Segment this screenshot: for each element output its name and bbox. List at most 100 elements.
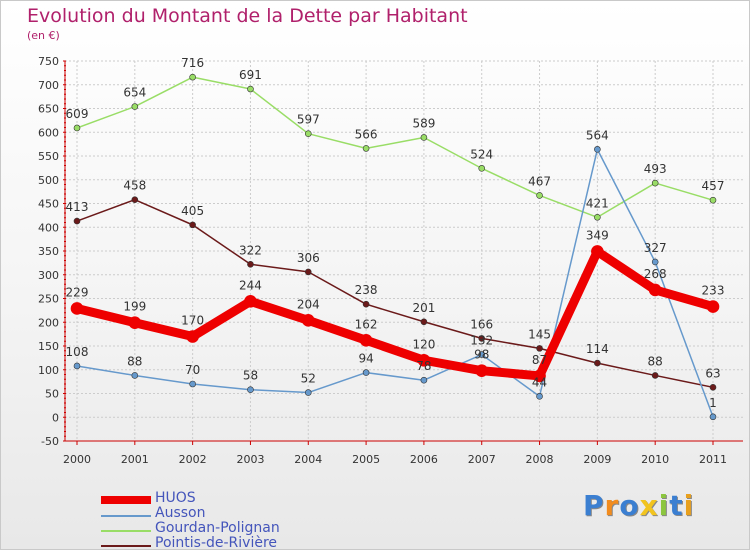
data-point-ausson	[189, 380, 196, 388]
x-tick-label: 2001	[121, 453, 149, 466]
y-tick-label: 650	[38, 103, 59, 116]
data-point-pointis-de-rivi-re	[594, 359, 601, 367]
y-tick-label: 450	[38, 198, 59, 211]
data-label-ausson: 1	[709, 396, 717, 410]
data-label-huos: 268	[644, 267, 667, 281]
y-tick-label: -50	[41, 435, 59, 448]
data-point-ausson	[536, 393, 543, 400]
data-point-pointis-de-rivi-re	[304, 268, 312, 276]
data-label-gourdan-polignan: 589	[412, 116, 435, 130]
x-tick-label: 2006	[410, 453, 438, 466]
data-point-gourdan-polignan	[594, 213, 601, 221]
data-label-pointis-de-rivi-re: 405	[181, 204, 204, 218]
data-label-huos: 87	[532, 353, 547, 367]
y-tick-label: 0	[52, 411, 59, 424]
chart-subtitle: (en €)	[27, 29, 60, 42]
legend-label-pointis-de-riviere: Pointis-de-Rivière	[155, 535, 278, 551]
chart-title: Evolution du Montant de la Dette par Hab…	[27, 5, 468, 27]
data-label-pointis-de-rivi-re: 201	[412, 301, 435, 315]
data-point-ausson	[362, 369, 370, 376]
logo-letter: x	[639, 489, 659, 522]
data-point-huos	[301, 314, 315, 327]
data-label-gourdan-polignan: 691	[239, 68, 262, 82]
data-label-ausson: 88	[127, 354, 142, 368]
data-label-huos: 98	[474, 348, 489, 362]
x-tick-label: 2010	[641, 453, 669, 466]
series-line-pointis-de-rivi-re	[76, 198, 714, 389]
data-point-gourdan-polignan	[709, 196, 717, 204]
data-point-ausson	[131, 372, 139, 379]
data-point-gourdan-polignan	[131, 103, 139, 110]
logo-letter: t	[669, 489, 684, 522]
data-label-pointis-de-rivi-re: 114	[586, 342, 609, 356]
data-label-huos: 162	[355, 317, 378, 331]
data-point-gourdan-polignan	[189, 73, 196, 81]
data-label-gourdan-polignan: 467	[528, 174, 551, 188]
data-point-ausson	[304, 389, 312, 396]
data-label-pointis-de-rivi-re: 63	[705, 366, 720, 380]
data-point-huos	[648, 283, 662, 297]
data-label-ausson: 108	[66, 345, 89, 359]
series-line-ausson	[76, 148, 714, 418]
legend-swatch-pointis-de-riviere	[101, 545, 151, 547]
data-label-ausson: 327	[644, 241, 667, 255]
legend-swatch-ausson	[101, 515, 151, 517]
y-tick-label: 200	[38, 316, 59, 329]
data-point-huos	[359, 333, 373, 347]
data-point-gourdan-polignan	[362, 145, 370, 152]
data-label-huos: 229	[66, 285, 89, 299]
data-label-huos: 244	[239, 278, 262, 292]
data-point-pointis-de-rivi-re	[189, 221, 196, 229]
y-tick-label: 350	[38, 245, 59, 258]
y-tick-label: 300	[38, 269, 59, 282]
x-tick-label: 2005	[352, 453, 380, 466]
data-point-huos	[533, 369, 546, 383]
legend-label-gourdan-polignan: Gourdan-Polignan	[155, 520, 280, 536]
data-label-gourdan-polignan: 654	[123, 86, 146, 100]
data-label-gourdan-polignan: 716	[181, 56, 204, 70]
y-tick-label: 50	[45, 388, 59, 401]
data-label-gourdan-polignan: 493	[644, 162, 667, 176]
data-label-pointis-de-rivi-re: 166	[470, 317, 493, 331]
logo-letter: r	[604, 489, 620, 522]
data-label-gourdan-polignan: 524	[470, 147, 493, 161]
legend-label-huos: HUOS	[155, 490, 196, 506]
data-label-pointis-de-rivi-re: 238	[355, 283, 378, 297]
data-point-huos	[417, 353, 431, 367]
y-tick-label: 600	[38, 126, 59, 139]
logo-letter: o	[619, 489, 640, 522]
proxiti-logo: Proxiti	[583, 489, 694, 522]
y-tick-label: 150	[38, 340, 59, 353]
x-tick-label: 2007	[468, 453, 496, 466]
y-tick-label: 100	[38, 364, 59, 377]
data-point-huos	[128, 316, 142, 330]
data-point-pointis-de-rivi-re	[536, 345, 543, 352]
data-label-ausson: 58	[243, 369, 258, 383]
data-point-pointis-de-rivi-re	[478, 335, 486, 342]
data-label-huos: 120	[412, 337, 435, 351]
data-label-pointis-de-rivi-re: 413	[66, 200, 89, 214]
x-tick-label: 2008	[526, 453, 554, 466]
x-tick-label: 2004	[294, 453, 322, 466]
logo-letter: i	[683, 489, 695, 522]
data-point-gourdan-polignan	[420, 134, 428, 141]
legend-swatch-gourdan-polignan	[101, 530, 151, 532]
data-point-gourdan-polignan	[651, 179, 659, 187]
data-label-ausson: 132	[470, 334, 493, 348]
x-tick-label: 2003	[236, 453, 264, 466]
data-point-ausson	[651, 258, 659, 266]
data-point-ausson	[420, 376, 428, 384]
y-tick-label: 250	[38, 293, 59, 306]
data-label-pointis-de-rivi-re: 322	[239, 243, 262, 257]
data-point-pointis-de-rivi-re	[651, 372, 659, 379]
data-label-pointis-de-rivi-re: 306	[297, 251, 320, 265]
data-point-gourdan-polignan	[478, 165, 486, 172]
logo-letter: P	[583, 489, 605, 522]
y-tick-label: 500	[38, 174, 59, 187]
series-line-huos	[72, 246, 718, 381]
data-label-ausson: 52	[301, 372, 316, 386]
data-label-gourdan-polignan: 421	[586, 196, 609, 210]
data-label-ausson: 70	[185, 363, 200, 377]
data-point-pointis-de-rivi-re	[131, 196, 139, 203]
